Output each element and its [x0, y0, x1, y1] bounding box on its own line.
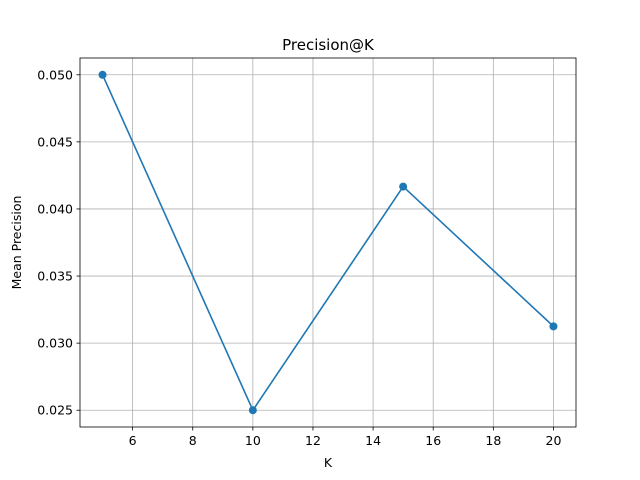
- data-point: [549, 322, 558, 331]
- x-tick-label: 14: [365, 433, 381, 448]
- x-tick-label: 6: [129, 433, 137, 448]
- chart-title: Precision@K: [282, 36, 375, 54]
- grid-lines: [80, 58, 576, 427]
- y-tick-label: 0.050: [37, 67, 73, 82]
- x-tick-label: 8: [189, 433, 197, 448]
- x-axis: 6 8 10 12 14 16 18 20: [129, 427, 562, 448]
- plot-area: [79, 57, 577, 428]
- plot-background: [80, 58, 576, 427]
- plot-frame: [79, 57, 577, 428]
- x-tick-label: 18: [485, 433, 501, 448]
- x-tick-label: 16: [425, 433, 441, 448]
- y-tick-label: 0.045: [37, 134, 73, 149]
- series-line: [101, 74, 554, 412]
- y-axis: 0.025 0.030 0.035 0.040 0.045 0.050: [37, 67, 80, 418]
- data-point: [399, 182, 408, 191]
- y-axis-label: Mean Precision: [9, 196, 24, 290]
- y-tick-label: 0.040: [37, 201, 73, 216]
- x-axis-label: K: [324, 455, 333, 470]
- x-tick-label: 20: [546, 433, 562, 448]
- y-tick-label: 0.025: [37, 403, 73, 418]
- data-point: [98, 70, 107, 79]
- series-layer: [98, 70, 558, 415]
- data-point: [248, 406, 257, 415]
- x-tick-label: 10: [245, 433, 261, 448]
- y-tick-label: 0.035: [37, 269, 73, 284]
- y-tick-label: 0.030: [37, 336, 73, 351]
- x-tick-label: 12: [305, 433, 321, 448]
